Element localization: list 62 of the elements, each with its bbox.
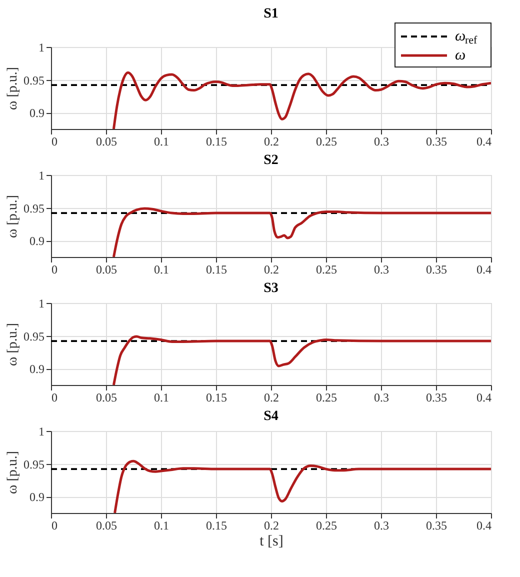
x-tick-label: 0.05 xyxy=(96,262,117,276)
x-tick-label: 0.05 xyxy=(96,518,117,532)
x-tick-label: 0.4 xyxy=(476,518,492,532)
x-tick-label: 0.1 xyxy=(154,262,169,276)
legend-label: ω xyxy=(455,48,466,64)
x-tick-label: 0.4 xyxy=(476,390,492,404)
y-tick-label: 0.9 xyxy=(30,234,44,248)
x-tick-label: 0.1 xyxy=(154,390,169,404)
x-tick-label: 0.05 xyxy=(96,390,117,404)
x-tick-label: 0.15 xyxy=(206,262,227,276)
x-tick-label: 0.4 xyxy=(476,134,492,148)
y-tick-label: 0.95 xyxy=(24,73,44,88)
y-tick-label: 1 xyxy=(38,296,44,310)
y-tick-label: 0.95 xyxy=(24,329,44,344)
x-tick-label: 0 xyxy=(52,134,58,148)
chart-title: S1 xyxy=(264,6,278,22)
x-tick-label: 0.2 xyxy=(264,390,279,404)
y-axis-title: ω [p.u.] xyxy=(6,450,20,494)
line-series xyxy=(112,207,491,257)
x-tick-label: 0.35 xyxy=(426,390,447,404)
y-tick-label: 0.95 xyxy=(24,457,44,472)
y-axis-title: ω [p.u.] xyxy=(6,194,20,238)
x-tick-label: 0.15 xyxy=(206,134,227,148)
x-tick-label: 0.35 xyxy=(426,518,447,532)
line-series xyxy=(114,460,491,513)
x-tick-label: 0.35 xyxy=(426,262,447,276)
y-tick-label: 1 xyxy=(38,40,44,54)
x-tick-label: 0.1 xyxy=(154,134,169,148)
x-axis-title: t [s] xyxy=(260,534,284,550)
x-tick-label: 0.2 xyxy=(264,262,279,276)
x-tick-label: 0.3 xyxy=(374,262,389,276)
y-axis-title: ω [p.u.] xyxy=(6,322,20,366)
x-tick-label: 0.2 xyxy=(264,518,279,532)
x-tick-label: 0.15 xyxy=(206,390,227,404)
x-tick-label: 0.15 xyxy=(206,518,227,532)
x-tick-label: 0 xyxy=(52,518,58,532)
x-tick-label: 0.1 xyxy=(154,518,169,532)
line-series xyxy=(112,335,491,385)
x-tick-label: 0.25 xyxy=(316,134,337,148)
x-tick-label: 0.3 xyxy=(374,134,389,148)
x-tick-label: 0 xyxy=(52,262,58,276)
chart-title: S4 xyxy=(264,409,278,424)
y-tick-label: 1 xyxy=(38,424,44,438)
x-tick-label: 0 xyxy=(52,390,58,404)
y-tick-label: 0.9 xyxy=(30,106,44,120)
x-tick-label: 0.2 xyxy=(264,134,279,148)
x-tick-label: 0.25 xyxy=(316,518,337,532)
chart-title: S2 xyxy=(264,153,278,168)
y-axis-title: ω [p.u.] xyxy=(6,66,20,110)
y-tick-label: 0.95 xyxy=(24,201,44,216)
line-series xyxy=(112,71,491,129)
y-tick-label: 0.9 xyxy=(30,490,44,504)
x-tick-label: 0.3 xyxy=(374,390,389,404)
x-tick-label: 0.25 xyxy=(316,390,337,404)
x-tick-label: 0.05 xyxy=(96,134,117,148)
y-tick-label: 1 xyxy=(38,168,44,182)
y-tick-label: 0.9 xyxy=(30,362,44,376)
x-tick-label: 0.3 xyxy=(374,518,389,532)
x-tick-label: 0.25 xyxy=(316,262,337,276)
x-tick-label: 0.35 xyxy=(426,134,447,148)
chart-title: S3 xyxy=(264,281,278,296)
x-tick-label: 0.4 xyxy=(476,262,492,276)
